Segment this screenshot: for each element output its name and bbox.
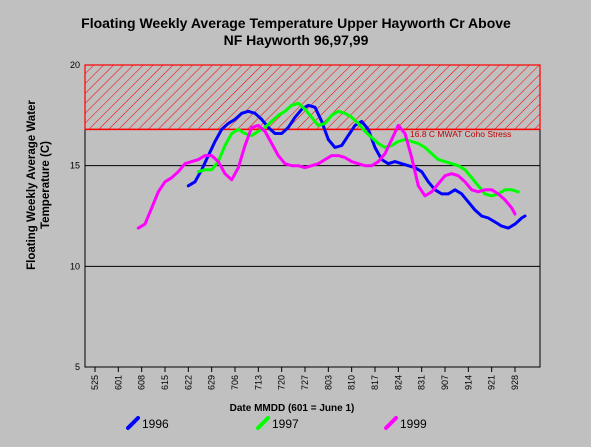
axis-layer: 5 10 15 20 525 601 608 615 622 629 706 713 720 727 803… [70, 60, 520, 390]
legend-swatch-1999 [384, 416, 398, 430]
x-tick-label: 928 [510, 375, 520, 390]
chart-title-line-1: Floating Weekly Average Temperature Uppe… [81, 15, 511, 31]
series-line-1999 [136, 123, 517, 230]
x-tick-label: 810 [347, 375, 357, 390]
x-tick-label: 706 [230, 375, 240, 390]
legend-swatch-1997 [256, 416, 270, 430]
x-tick-label: 629 [207, 375, 217, 390]
x-tick-label: 727 [300, 375, 310, 390]
x-tick-label: 601 [113, 375, 123, 390]
series-line-1997 [196, 101, 520, 198]
legend-label-1999: 1999 [400, 417, 427, 431]
legend-swatch-1996 [126, 416, 140, 430]
x-tick-label: 608 [137, 375, 147, 390]
legend-label-1997: 1997 [272, 417, 299, 431]
y-axis-label-line-1: Floating Weekly Average Water [26, 100, 38, 270]
x-tick-label: 817 [370, 375, 380, 390]
y-tick-label: 5 [75, 362, 80, 372]
legend: 1996 1997 1999 [126, 416, 427, 431]
series-layer [136, 101, 527, 230]
y-tick-label: 10 [70, 261, 80, 271]
x-tick-label: 615 [160, 375, 170, 390]
chart-title-line-2: NF Hayworth 96,97,99 [224, 32, 369, 48]
legend-label-1996: 1996 [142, 417, 169, 431]
y-tick-label: 20 [70, 60, 80, 70]
y-axis-label-line-2: Temperature (C) [40, 141, 52, 229]
x-tick-label: 907 [440, 375, 450, 390]
threshold-label: 16.8 C MWAT Coho Stress [410, 129, 511, 139]
x-tick-label: 803 [323, 375, 333, 390]
x-tick-label: 824 [393, 375, 403, 390]
x-tick-label: 720 [277, 375, 287, 390]
x-tick-label: 622 [183, 375, 193, 390]
x-tick-label: 921 [487, 375, 497, 390]
x-tick-label: 525 [90, 375, 100, 390]
x-tick-label: 713 [253, 375, 263, 390]
x-tick-label: 831 [417, 375, 427, 390]
x-axis-label: Date MMDD (601 = June 1) [230, 403, 355, 414]
x-tick-label: 914 [463, 375, 473, 390]
y-tick-label: 15 [70, 161, 80, 171]
